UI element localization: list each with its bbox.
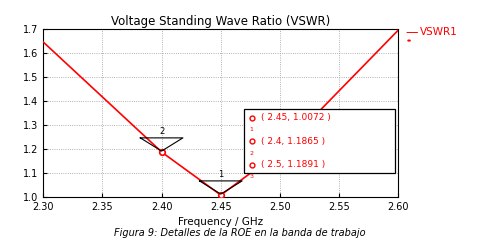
Text: ( 2.45, 1.0072 ): ( 2.45, 1.0072 ): [261, 113, 331, 122]
Text: ( 2.4, 1.1865 ): ( 2.4, 1.1865 ): [261, 137, 325, 146]
X-axis label: Frequency / GHz: Frequency / GHz: [178, 217, 264, 227]
FancyBboxPatch shape: [244, 109, 395, 173]
Title: Voltage Standing Wave Ratio (VSWR): Voltage Standing Wave Ratio (VSWR): [111, 15, 330, 28]
Text: 1: 1: [250, 127, 253, 132]
Text: 2: 2: [250, 151, 254, 156]
Text: Figura 9: Detalles de la ROE en la banda de trabajo: Figura 9: Detalles de la ROE en la banda…: [114, 228, 366, 238]
Text: VSWR1: VSWR1: [420, 27, 458, 37]
Text: 2: 2: [159, 127, 164, 136]
Text: ( 2.5, 1.1891 ): ( 2.5, 1.1891 ): [261, 160, 325, 169]
Text: —: —: [406, 26, 418, 39]
Text: 3: 3: [250, 174, 254, 179]
Text: 1: 1: [218, 170, 223, 179]
Text: 3: 3: [277, 126, 283, 135]
